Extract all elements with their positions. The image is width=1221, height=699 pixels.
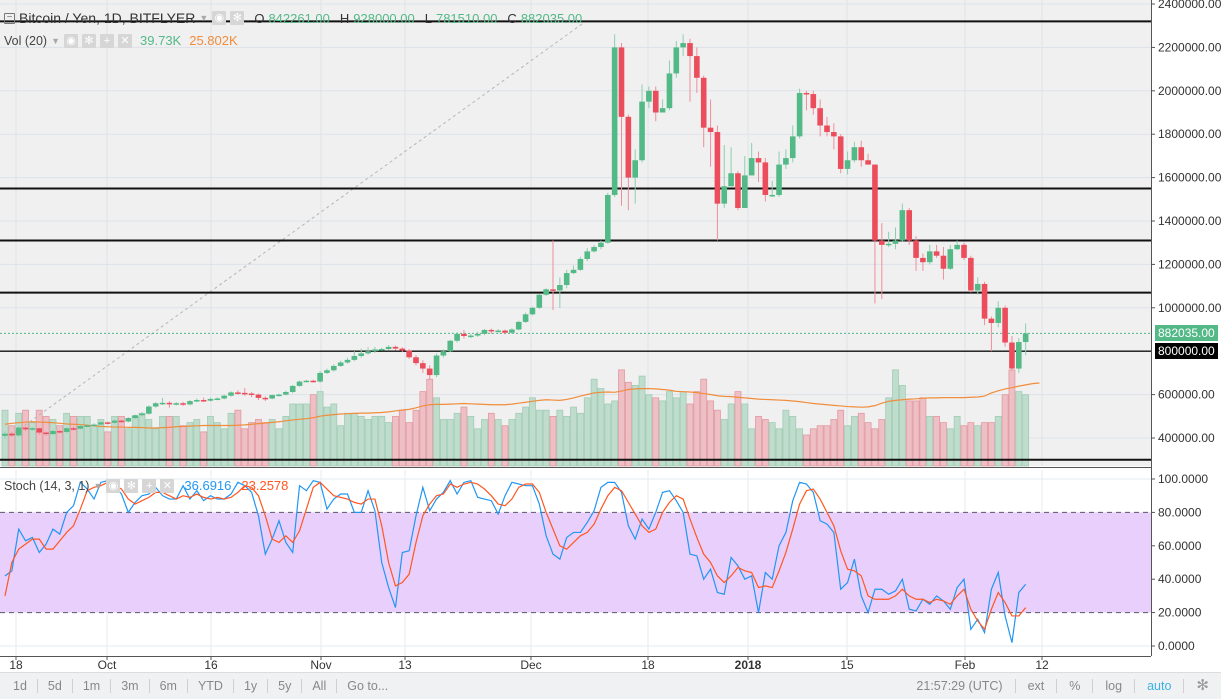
ext-toggle[interactable]: ext xyxy=(1014,679,1057,693)
svg-text:Dec: Dec xyxy=(520,658,541,672)
auto-toggle[interactable]: auto xyxy=(1134,679,1183,693)
percent-toggle[interactable]: % xyxy=(1056,679,1092,693)
stoch-band xyxy=(0,511,1151,614)
range-1y[interactable]: 1y xyxy=(234,679,269,693)
gear-icon[interactable]: ✻ xyxy=(230,11,245,25)
low-value: 781510.00 xyxy=(435,10,498,26)
svg-text:2018: 2018 xyxy=(735,658,762,672)
plus-icon[interactable]: + xyxy=(142,478,157,493)
open-value: 842261.00 xyxy=(268,10,330,26)
time-axis: 18 Oct 16 Nov 13 Dec 18 2018 15 Feb 12 xyxy=(9,656,1049,672)
svg-text:100.0000: 100.0000 xyxy=(1158,472,1208,486)
svg-text:16: 16 xyxy=(204,658,218,672)
clock-time[interactable]: 21:57:29 (UTC) xyxy=(916,679,1003,693)
close-label: C xyxy=(507,10,517,26)
svg-text:Nov: Nov xyxy=(310,658,331,672)
log-toggle[interactable]: log xyxy=(1092,679,1134,693)
symbol-legend: − Bitcoin / Yen, 1D, BITFLYER ▼ ◉ ✻ O 842… xyxy=(4,10,582,26)
plus-icon[interactable]: + xyxy=(100,33,115,48)
eye-icon[interactable]: ◉ xyxy=(106,478,121,493)
svg-text:18: 18 xyxy=(641,658,655,672)
svg-text:80.0000: 80.0000 xyxy=(1158,505,1202,519)
last-price-tag: 882035.00 xyxy=(1155,325,1218,342)
right-tools: 21:57:29 (UTC) ext % log auto ✻ xyxy=(904,673,1221,699)
open-label: O xyxy=(254,10,265,26)
volume-ma-value: 25.802K xyxy=(189,33,238,48)
close-value: 882035.00 xyxy=(520,10,583,26)
stoch-label[interactable]: Stoch (14, 3, 1) xyxy=(4,478,90,493)
range-all[interactable]: All xyxy=(302,679,338,693)
svg-text:1200000.00: 1200000.00 xyxy=(1158,257,1221,271)
svg-text:0.0000: 0.0000 xyxy=(1158,639,1195,653)
svg-text:15: 15 xyxy=(840,658,854,672)
eye-icon[interactable]: ◉ xyxy=(212,11,227,25)
volume-value: 39.73K xyxy=(140,33,182,48)
gear-icon[interactable]: ✻ xyxy=(1183,678,1221,693)
price-axis: 2400000.00 2200000.00 2000000.00 1800000.00… xyxy=(1151,0,1221,445)
svg-text:40.0000: 40.0000 xyxy=(1158,572,1202,586)
goto-button[interactable]: Go to... xyxy=(347,679,389,693)
chevron-down-icon[interactable]: ▼ xyxy=(93,480,103,491)
symbol-title[interactable]: Bitcoin / Yen, 1D, BITFLYER xyxy=(19,10,196,26)
stoch-d-value: 23.2578 xyxy=(241,478,289,493)
svg-text:600000.00: 600000.00 xyxy=(1158,388,1215,402)
stoch-axis: 100.0000 80.0000 60.0000 40.0000 20.0000 0.00… xyxy=(1151,472,1208,653)
high-label: H xyxy=(339,10,350,26)
svg-text:1800000.00: 1800000.00 xyxy=(1158,127,1221,141)
svg-text:13: 13 xyxy=(398,658,412,672)
svg-text:20.0000: 20.0000 xyxy=(1158,606,1202,620)
close-icon[interactable]: ✕ xyxy=(118,33,133,48)
volume-bars xyxy=(1,369,1030,467)
range-5y[interactable]: 5y xyxy=(268,679,303,693)
high-value: 928000.00 xyxy=(353,10,415,26)
stoch-legend: Stoch (14, 3, 1) ▼ ◉ ✻ + ✕ 36.6916 23.25… xyxy=(4,478,288,493)
svg-text:2200000.00: 2200000.00 xyxy=(1158,40,1221,54)
svg-text:400000.00: 400000.00 xyxy=(1158,431,1215,445)
volume-legend: Vol (20) ▼ ◉ ✻ + ✕ 39.73K 25.802K xyxy=(4,33,238,48)
range-3m[interactable]: 3m xyxy=(111,679,150,693)
svg-text:1000000.00: 1000000.00 xyxy=(1158,301,1221,315)
level-price-tag: 800000.00 xyxy=(1155,343,1218,360)
svg-text:1400000.00: 1400000.00 xyxy=(1158,214,1221,228)
stoch-d-line xyxy=(4,481,1027,631)
horizontal-levels xyxy=(0,20,1151,461)
svg-text:Feb: Feb xyxy=(955,658,976,672)
close-icon[interactable]: ✕ xyxy=(160,478,175,493)
range-selector: 1d 5d 1m 3m 6m YTD 1y 5y All Go to... xyxy=(0,679,398,693)
bottom-toolbar: 1d 5d 1m 3m 6m YTD 1y 5y All Go to... 21… xyxy=(0,672,1221,699)
chevron-down-icon[interactable]: ▼ xyxy=(51,35,61,46)
collapse-icon[interactable]: − xyxy=(4,12,15,24)
range-1d[interactable]: 1d xyxy=(3,679,38,693)
gear-icon[interactable]: ✻ xyxy=(124,478,139,493)
svg-text:2400000.00: 2400000.00 xyxy=(1158,0,1221,11)
range-6m[interactable]: 6m xyxy=(150,679,188,693)
svg-text:12: 12 xyxy=(1035,658,1049,672)
low-label: L xyxy=(424,10,432,26)
volume-ma-line xyxy=(4,382,1040,429)
svg-text:1600000.00: 1600000.00 xyxy=(1158,171,1221,185)
volume-label[interactable]: Vol (20) xyxy=(4,33,48,48)
candlesticks xyxy=(2,34,1029,440)
svg-text:60.0000: 60.0000 xyxy=(1158,539,1202,553)
gear-icon[interactable]: ✻ xyxy=(82,33,97,48)
eye-icon[interactable]: ◉ xyxy=(64,33,79,48)
range-1m[interactable]: 1m xyxy=(73,679,112,693)
svg-text:2000000.00: 2000000.00 xyxy=(1158,84,1221,98)
range-ytd[interactable]: YTD xyxy=(188,679,234,693)
svg-text:18: 18 xyxy=(9,658,23,672)
svg-text:Oct: Oct xyxy=(98,658,117,672)
chevron-down-icon[interactable]: ▼ xyxy=(199,13,209,23)
stoch-k-value: 36.6916 xyxy=(184,478,232,493)
range-5d[interactable]: 5d xyxy=(38,679,73,693)
